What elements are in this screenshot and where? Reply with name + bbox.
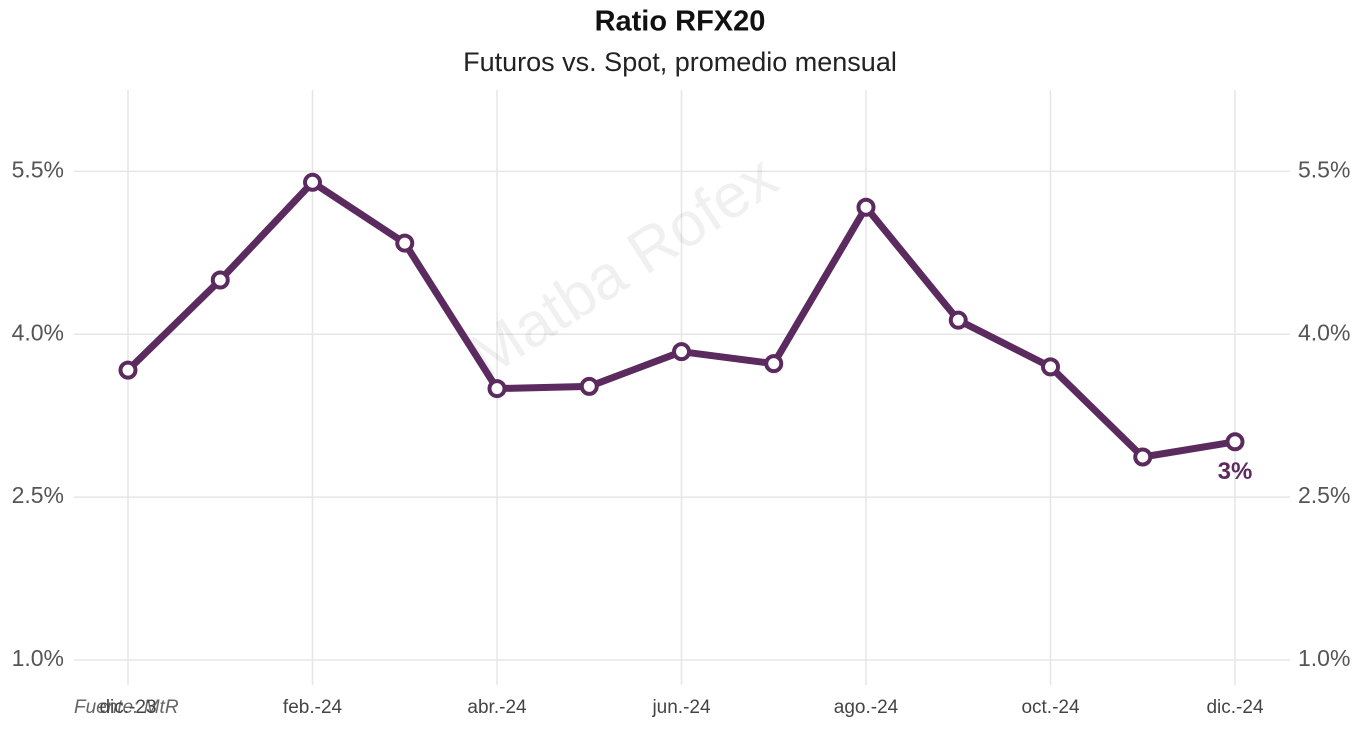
- point: [672, 342, 691, 362]
- x-tick-label: abr.-24: [467, 697, 527, 718]
- x-tick-label: feb.-24: [283, 697, 343, 718]
- data-label: 3%: [1218, 458, 1253, 485]
- point: [764, 354, 784, 374]
- chart-title: Ratio RFX20: [595, 6, 766, 38]
- y-tick-label: 1.0%: [12, 645, 64, 671]
- x-tick-label: oct.-24: [1021, 697, 1080, 718]
- source: Fuente: MtR: [74, 697, 179, 718]
- point: [856, 197, 876, 217]
- watermark: Matba Rofex: [457, 142, 789, 391]
- point: [948, 310, 968, 330]
- point: [487, 379, 507, 399]
- point: [395, 233, 415, 253]
- x-tick-label: dic.-23: [99, 697, 156, 718]
- y-tick-label: 2.5%: [12, 482, 64, 508]
- point: [579, 376, 599, 396]
- y-tick-label: 5.5%: [12, 157, 64, 183]
- chart-subtitle: Futuros vs. Spot, promedio mensual: [463, 47, 897, 77]
- x-tick-label: dic.-24: [1206, 697, 1263, 718]
- y2-tick-label: 4.0%: [1298, 319, 1350, 345]
- point: [1225, 432, 1245, 452]
- point: [1133, 447, 1153, 467]
- grid: [74, 90, 1290, 685]
- point: [1041, 357, 1060, 377]
- y-tick-label: 4.0%: [12, 319, 64, 345]
- y2-tick-label: 5.5%: [1298, 157, 1350, 183]
- y2-tick-label: 2.5%: [1298, 482, 1350, 508]
- x-tick-label: ago.-24: [834, 697, 899, 718]
- point: [210, 270, 230, 290]
- y2-tick-label: 1.0%: [1298, 645, 1350, 671]
- x-tick-label: jun.-24: [651, 697, 711, 718]
- point: [303, 172, 322, 192]
- point: [118, 360, 138, 380]
